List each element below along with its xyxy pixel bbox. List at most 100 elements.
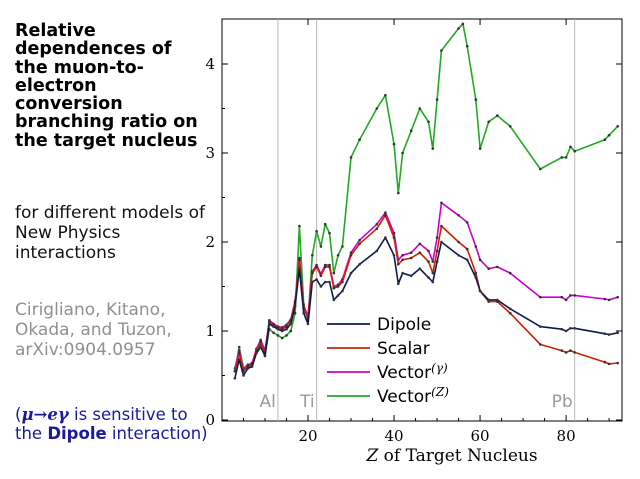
legend-label-vector-gamma: Vector(γ) <box>377 361 448 383</box>
series-dipole-point <box>306 322 310 326</box>
series-vector-z-point <box>564 156 568 159</box>
series-scalar-point <box>560 349 564 352</box>
subtitle: for different models of New Physics inte… <box>15 203 205 263</box>
series-vector-z-point <box>435 98 439 101</box>
series-scalar-point <box>431 271 435 275</box>
series-dipole-point <box>311 280 314 284</box>
series-dipole-point <box>293 304 297 308</box>
y-tick-label: 3 <box>205 144 215 162</box>
series-scalar-point <box>358 242 361 246</box>
series-vector-gamma-point <box>418 242 422 246</box>
series-scalar-point <box>328 265 331 269</box>
series-vector-gamma-point <box>465 221 469 224</box>
series-dipole-point <box>276 327 280 331</box>
series-dipole-point <box>384 236 387 239</box>
x-axis-label-var: Z <box>365 446 379 466</box>
series-scalar-point <box>564 351 568 354</box>
series-scalar-point <box>280 327 284 331</box>
series-vector-z-point <box>341 245 344 248</box>
ref-label-al: Al <box>260 392 276 412</box>
series-vector-z-point <box>401 151 404 155</box>
series-dipole-point <box>539 325 542 328</box>
series-dipole-point <box>298 267 301 271</box>
series-scalar-point <box>332 287 336 290</box>
series-dipole-point <box>285 327 288 331</box>
series-scalar-point <box>573 351 576 354</box>
series-scalar-point <box>474 271 478 275</box>
x-tick-label: 40 <box>384 427 403 445</box>
series-dipole-point <box>272 325 275 328</box>
series-scalar-point <box>349 254 353 257</box>
series-scalar-point <box>237 352 241 355</box>
series-scalar-point <box>508 311 512 315</box>
series-vector-gamma-point <box>237 349 241 352</box>
note-end: interaction) <box>106 424 208 443</box>
series-vector-gamma-point <box>435 236 439 239</box>
series-scalar-point <box>375 227 379 230</box>
series-vector-z-point <box>496 114 499 117</box>
series-scalar-point <box>298 258 301 262</box>
series-vector-z-point <box>237 345 241 349</box>
series-vector-z-point <box>323 222 327 226</box>
series-vector-z-point <box>573 149 576 153</box>
ref-label-ti: Ti <box>299 392 315 412</box>
series-dipole-point <box>255 352 258 355</box>
series-scalar-point <box>319 274 323 278</box>
series-scalar-point <box>336 285 340 288</box>
series-dipole-point <box>289 322 293 326</box>
y-tick-label: 1 <box>205 322 215 340</box>
series-dipole-point <box>259 345 263 349</box>
page-title: Relative dependences of the muon-to-elec… <box>15 21 198 151</box>
series-dipole-point <box>375 249 379 253</box>
note-formula: μ→eγ <box>21 405 69 424</box>
series-vector-z-point <box>418 107 422 110</box>
series-vector-z-point <box>560 156 564 159</box>
series-vector-z-point <box>440 49 443 52</box>
series-vector-z-point <box>461 22 465 26</box>
series-vector-gamma-point <box>607 298 611 302</box>
series-scalar-point <box>392 236 396 239</box>
series-dipole-point <box>358 263 361 266</box>
y-tick-label: 4 <box>205 55 215 73</box>
series-vector-z-point <box>298 224 301 228</box>
series-vector-gamma-point <box>457 214 460 217</box>
series-vector-z-point <box>272 331 275 335</box>
series-vector-gamma-point <box>440 201 443 205</box>
series-vector-z-point <box>616 125 619 128</box>
series-vector-gamma-point <box>478 258 482 262</box>
series-scalar-point <box>603 360 607 364</box>
series-scalar-point <box>401 258 404 262</box>
series-dipole-point <box>573 327 576 330</box>
series-dipole-point <box>487 298 491 302</box>
x-tick-label: 20 <box>298 427 317 445</box>
series-vector-z-point <box>474 98 478 101</box>
series-vector-z-point <box>392 142 396 146</box>
legend-label-vector-gamma-superscript: (γ) <box>431 361 448 375</box>
series-scalar-point <box>607 362 611 366</box>
series-dipole-point <box>401 271 404 275</box>
series-vector-z-point <box>349 156 353 159</box>
series-vector-gamma-point <box>323 263 327 267</box>
series-scalar-point <box>259 340 263 344</box>
series-vector-gamma-point <box>474 245 478 248</box>
series-dipole-point <box>233 376 237 380</box>
series-vector-z-point <box>358 138 361 141</box>
series-vector-z-point <box>457 27 460 30</box>
legend-label-scalar: Scalar <box>377 339 430 359</box>
series-scalar-point <box>268 320 271 324</box>
series-dipole-point <box>496 298 499 302</box>
series-vector-z-point <box>375 107 379 110</box>
series-vector-gamma-point <box>564 298 568 302</box>
note-bold: Dipole <box>47 424 107 443</box>
series-dipole-point <box>457 254 460 257</box>
series-scalar-point <box>539 343 542 346</box>
series-vector-gamma-point <box>401 254 404 257</box>
series-dipole-point <box>246 367 250 370</box>
y-tick-label: 2 <box>205 233 215 251</box>
series-scalar-point <box>616 361 619 365</box>
series-vector-gamma-point <box>496 265 499 269</box>
series-vector-gamma-point <box>315 263 318 267</box>
series-vector-gamma-point <box>560 295 564 299</box>
series-vector-z-point <box>332 271 336 275</box>
series-vector-gamma-point <box>268 319 271 322</box>
